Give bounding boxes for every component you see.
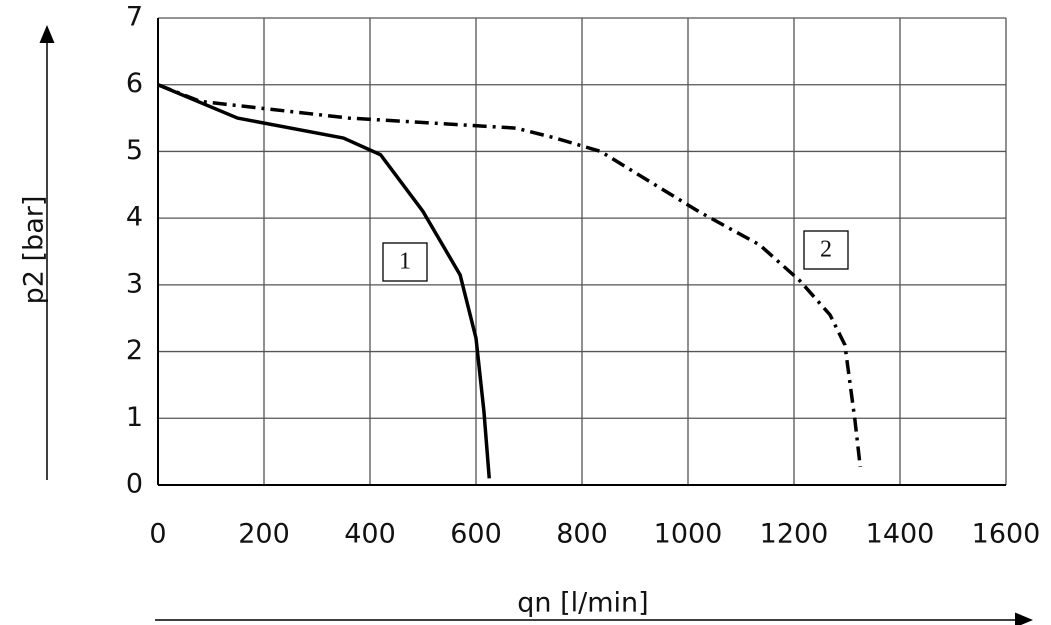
y-tick-label: 6 (126, 68, 143, 99)
x-tick-label: 1200 (760, 519, 829, 550)
y-axis-title: p2 [bar] (19, 196, 50, 305)
x-tick-label: 800 (556, 519, 608, 550)
series-label: 2 (820, 237, 832, 263)
x-tick-label: 1400 (866, 519, 935, 550)
series-label-box (382, 242, 428, 282)
series-label: 1 (399, 249, 411, 275)
y-tick-label: 2 (126, 335, 143, 366)
x-axis-title: qn [l/min] (517, 588, 648, 619)
x-tick-label: 0 (149, 519, 166, 550)
x-tick-label: 200 (238, 519, 290, 550)
y-tick-label: 4 (126, 202, 143, 233)
x-tick-label: 1600 (972, 519, 1041, 550)
x-tick-label: 600 (450, 519, 502, 550)
series-line (157, 83, 491, 479)
x-tick-label: 1000 (654, 519, 723, 550)
series-label-box (803, 230, 849, 270)
x-tick-label: 400 (344, 519, 396, 550)
series-line (157, 83, 862, 468)
y-tick-label: 1 (126, 402, 143, 433)
y-tick-label: 7 (126, 2, 143, 33)
y-tick-label: 0 (126, 469, 143, 500)
y-tick-label: 3 (126, 268, 143, 299)
y-tick-label: 5 (126, 135, 143, 166)
